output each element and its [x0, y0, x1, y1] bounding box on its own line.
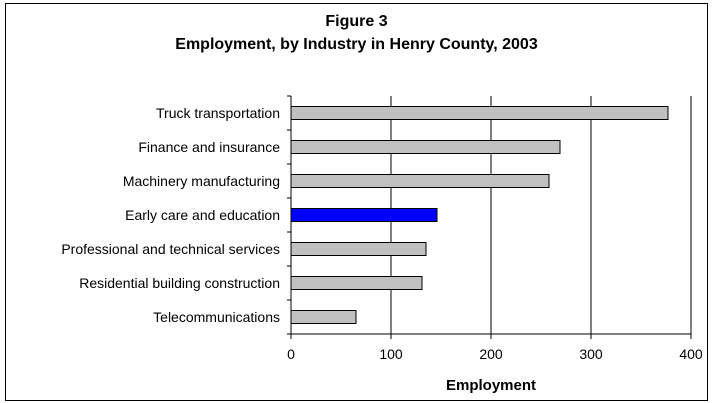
category-label: Telecommunications	[153, 309, 280, 325]
x-tick-label: 100	[379, 346, 403, 362]
x-axis-label: Employment	[446, 377, 536, 394]
x-tick-label: 300	[579, 346, 603, 362]
bar	[290, 106, 669, 120]
chart-title-line2: Employment, by Industry in Henry County,…	[175, 36, 538, 53]
x-tick-label: 400	[679, 346, 703, 362]
bar	[290, 310, 357, 324]
x-tick-label: 0	[287, 346, 295, 362]
category-label: Machinery manufacturing	[123, 173, 280, 189]
x-tick-label: 200	[479, 346, 503, 362]
category-label: Finance and insurance	[138, 139, 280, 155]
bar	[290, 174, 550, 188]
chart-title-line1: Figure 3	[325, 13, 388, 30]
category-label: Truck transportation	[156, 105, 280, 121]
bar	[290, 208, 438, 222]
bar	[290, 140, 561, 154]
category-label: Early care and education	[125, 207, 280, 223]
category-label: Professional and technical services	[61, 241, 280, 257]
bar	[290, 276, 423, 290]
category-label: Residential building construction	[79, 275, 280, 291]
bar	[290, 242, 427, 256]
